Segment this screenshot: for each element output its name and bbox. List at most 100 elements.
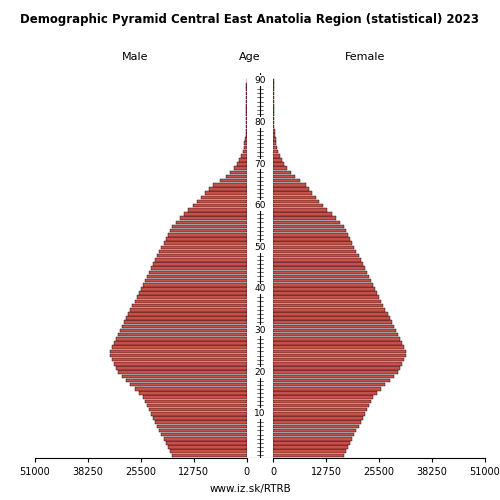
Bar — [126, 378, 246, 382]
Text: 50: 50 — [254, 243, 266, 252]
Bar — [274, 308, 386, 312]
Bar — [274, 420, 360, 424]
Bar — [130, 383, 246, 386]
Bar — [242, 150, 246, 154]
Bar — [172, 454, 246, 457]
Bar — [274, 237, 350, 241]
Bar — [145, 400, 246, 403]
Bar — [274, 316, 390, 320]
Bar — [274, 433, 354, 436]
Bar — [274, 374, 394, 378]
Bar — [274, 158, 282, 162]
Bar — [274, 324, 394, 328]
Bar — [122, 324, 246, 328]
Bar — [274, 170, 290, 174]
Bar — [274, 454, 344, 457]
Bar — [274, 254, 358, 258]
Bar — [184, 212, 246, 216]
Bar — [274, 233, 348, 236]
Bar — [274, 370, 398, 374]
Text: 20: 20 — [254, 368, 266, 376]
Bar — [120, 329, 246, 332]
Text: Demographic Pyramid Central East Anatolia Region (statistical) 2023: Demographic Pyramid Central East Anatoli… — [20, 12, 479, 26]
Bar — [274, 412, 364, 416]
Bar — [244, 142, 246, 145]
Text: www.iz.sk/RTRB: www.iz.sk/RTRB — [209, 484, 291, 494]
Bar — [168, 446, 246, 449]
Bar — [147, 274, 246, 278]
Bar — [116, 366, 246, 370]
Bar — [274, 391, 377, 395]
Bar — [274, 350, 406, 353]
Bar — [274, 138, 276, 141]
Bar — [274, 287, 375, 290]
Text: 90: 90 — [254, 76, 266, 86]
Bar — [110, 354, 246, 358]
Bar — [274, 358, 404, 362]
Bar — [124, 320, 246, 324]
Bar — [188, 208, 246, 212]
Bar — [274, 212, 332, 216]
Bar — [170, 229, 246, 232]
Bar — [274, 183, 306, 186]
Bar — [220, 179, 246, 182]
Bar — [238, 162, 246, 166]
Text: 40: 40 — [254, 284, 266, 294]
Bar — [274, 396, 373, 399]
Bar — [274, 383, 386, 386]
Bar — [151, 266, 246, 270]
Bar — [274, 204, 324, 208]
Bar — [158, 424, 246, 428]
Bar — [112, 346, 246, 349]
Bar — [240, 158, 246, 162]
Bar — [205, 192, 246, 195]
Bar — [110, 350, 246, 353]
Bar — [274, 446, 348, 449]
Bar — [274, 270, 367, 274]
Bar — [160, 428, 246, 432]
Bar — [274, 283, 373, 286]
Bar — [134, 387, 246, 390]
Bar — [170, 450, 246, 453]
Bar — [147, 404, 246, 407]
Bar — [244, 146, 246, 149]
Bar — [226, 175, 246, 178]
Bar — [116, 337, 246, 340]
Text: 60: 60 — [254, 201, 266, 210]
Bar — [274, 333, 398, 336]
Bar — [274, 166, 287, 170]
Text: Age: Age — [239, 52, 261, 62]
Bar — [166, 441, 246, 444]
Bar — [153, 416, 246, 420]
Bar — [274, 162, 284, 166]
Bar — [156, 420, 246, 424]
Bar — [192, 204, 246, 208]
Bar — [274, 196, 316, 199]
Bar — [149, 408, 246, 412]
Bar — [156, 258, 246, 262]
Bar — [274, 250, 356, 253]
Bar — [274, 320, 392, 324]
Bar — [274, 229, 346, 232]
Bar — [274, 437, 352, 440]
Bar — [180, 216, 246, 220]
Text: Male: Male — [122, 52, 148, 62]
Bar — [274, 208, 328, 212]
Bar — [274, 450, 346, 453]
Bar — [274, 346, 404, 349]
Bar — [274, 428, 356, 432]
Bar — [214, 183, 246, 186]
Bar — [112, 358, 246, 362]
Bar — [162, 433, 246, 436]
Bar — [234, 166, 246, 170]
Bar — [160, 250, 246, 253]
Bar — [274, 424, 358, 428]
Bar — [149, 270, 246, 274]
Bar — [274, 192, 312, 195]
Bar — [138, 292, 246, 295]
Bar — [274, 258, 360, 262]
Bar — [158, 254, 246, 258]
Bar — [145, 279, 246, 282]
Bar — [274, 354, 406, 358]
Bar — [274, 441, 350, 444]
